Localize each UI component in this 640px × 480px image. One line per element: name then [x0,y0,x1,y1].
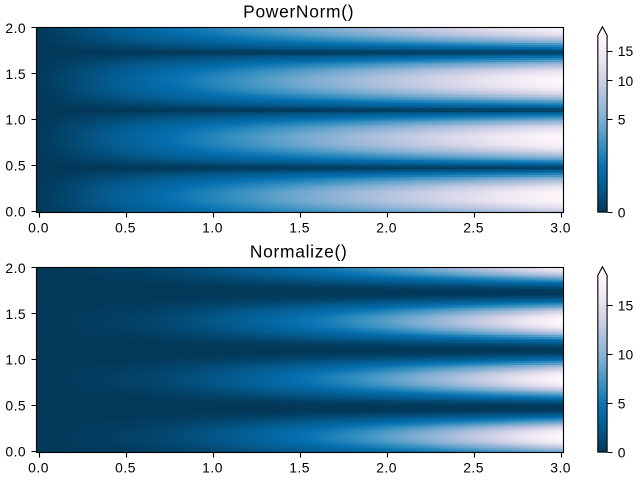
svg-text:0.0: 0.0 [5,444,26,460]
svg-text:1.5: 1.5 [5,306,26,322]
svg-text:2.5: 2.5 [463,220,484,236]
svg-text:3.0: 3.0 [550,220,571,236]
svg-text:0.5: 0.5 [5,158,26,174]
svg-text:0: 0 [618,205,626,221]
svg-text:1.5: 1.5 [5,66,26,82]
svg-text:10: 10 [618,73,634,89]
svg-text:0.5: 0.5 [115,220,136,236]
svg-text:2.0: 2.0 [376,220,397,236]
svg-text:2.0: 2.0 [5,20,26,36]
svg-text:1.0: 1.0 [202,220,223,236]
svg-text:3.0: 3.0 [550,460,571,476]
svg-text:1.0: 1.0 [5,112,26,128]
svg-text:0.0: 0.0 [28,460,49,476]
svg-text:15: 15 [618,43,634,59]
svg-text:0.5: 0.5 [5,398,26,414]
svg-text:0: 0 [618,445,626,461]
svg-text:2.5: 2.5 [463,460,484,476]
svg-text:1.5: 1.5 [289,460,310,476]
svg-text:10: 10 [618,346,634,362]
svg-text:2.0: 2.0 [5,260,26,276]
svg-text:5: 5 [618,111,626,127]
svg-text:1.0: 1.0 [202,460,223,476]
svg-text:0.0: 0.0 [5,204,26,220]
svg-text:Normalize(): Normalize() [250,241,348,261]
svg-text:0.5: 0.5 [115,460,136,476]
svg-text:PowerNorm(): PowerNorm() [243,1,354,21]
svg-text:5: 5 [618,395,626,411]
svg-text:0.0: 0.0 [28,220,49,236]
svg-text:2.0: 2.0 [376,460,397,476]
svg-text:1.0: 1.0 [5,352,26,368]
svg-text:15: 15 [618,297,634,313]
svg-text:1.5: 1.5 [289,220,310,236]
